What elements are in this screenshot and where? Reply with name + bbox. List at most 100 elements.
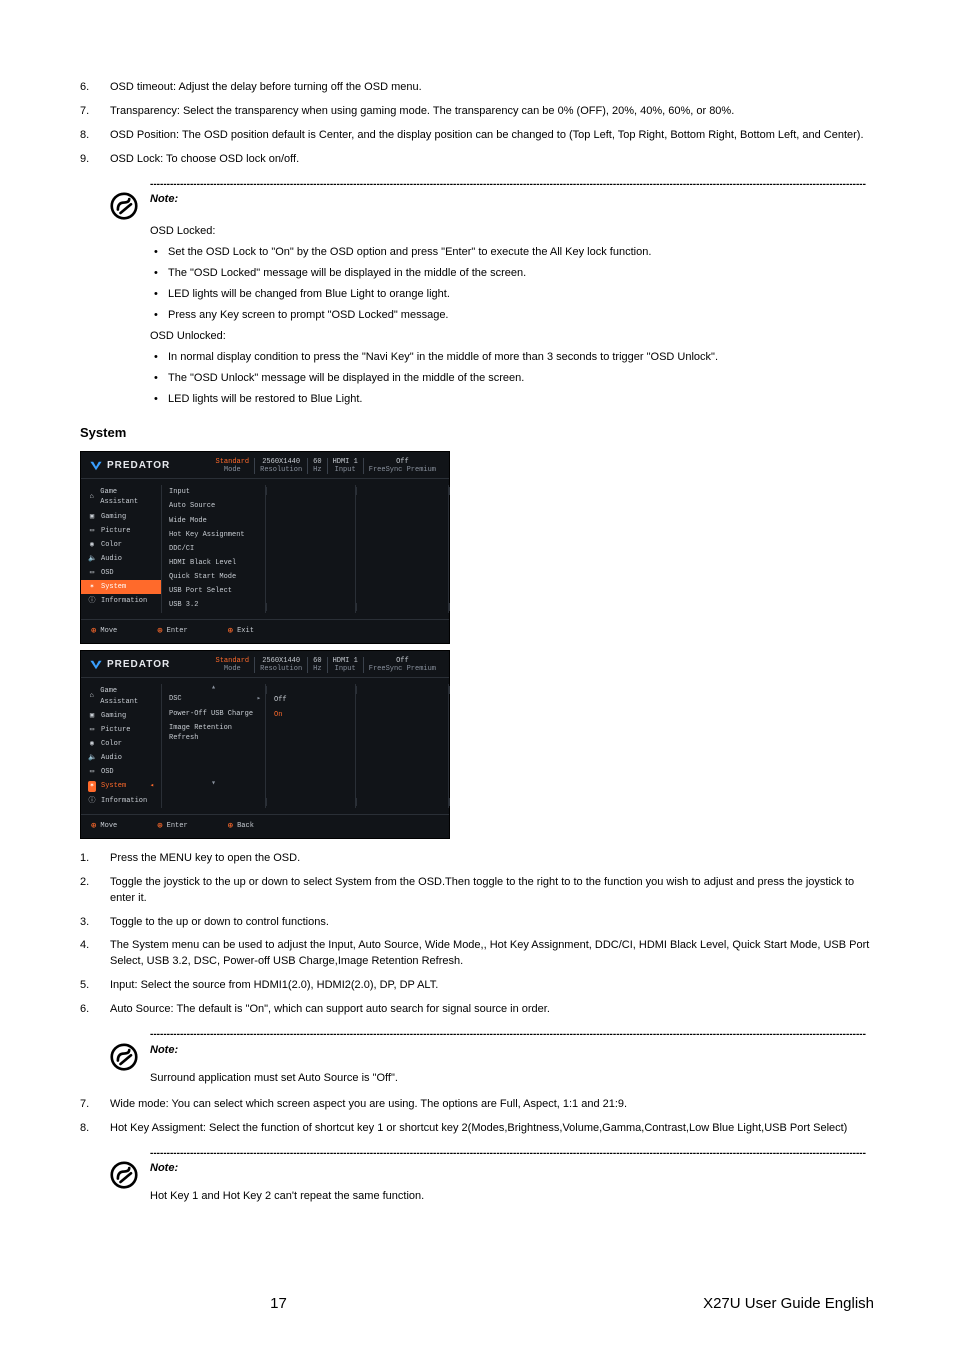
list-text: OSD Position: The OSD position default i… xyxy=(110,128,874,144)
note-block-hotkey: ----------------------------------------… xyxy=(110,1147,874,1205)
osd-nav-item[interactable]: ⓘInformation xyxy=(81,594,161,608)
osd-nav-item[interactable]: ▣Gaming xyxy=(81,709,161,723)
osd-status-bar: StandardMode2560X1440Resolution60HzHDMI … xyxy=(211,657,441,674)
bullet-item: Set the OSD Lock to "On" by the OSD opti… xyxy=(168,245,874,261)
numbered-list-top: 6.OSD timeout: Adjust the delay before t… xyxy=(80,80,874,168)
list-number: 4. xyxy=(80,938,110,970)
note-block-osd-lock: ----------------------------------------… xyxy=(110,178,874,408)
osd-value[interactable]: Off xyxy=(266,693,356,707)
osd-nav-item[interactable]: 🔈Audio xyxy=(81,751,161,765)
nav-label: Game Assistant xyxy=(100,487,154,507)
osd-status-bar: StandardMode2560X1440Resolution60HzHDMI … xyxy=(211,458,441,475)
osd-option[interactable]: DDC/CI xyxy=(161,542,266,556)
nav-label: Color xyxy=(101,739,122,749)
osd-footer-item: ⊕Move xyxy=(91,820,117,833)
osd-nav-item[interactable]: ▭ Picture xyxy=(81,723,161,737)
predator-logo-icon xyxy=(89,658,103,672)
nav-label: Gaming xyxy=(101,512,126,522)
osd-status-item: HDMI 1Input xyxy=(327,458,363,475)
nav-icon: 🔈 xyxy=(88,753,96,763)
osd-option[interactable]: DSC xyxy=(161,692,266,706)
bullet-item: The "OSD Unlock" message will be display… xyxy=(168,371,874,387)
osd-footer-item: ⊕Enter xyxy=(157,820,187,833)
osd-nav-item[interactable]: ◉ Color xyxy=(81,538,161,552)
osd-nav-item[interactable]: ▭OSD xyxy=(81,765,161,779)
nav-label: Picture xyxy=(101,725,130,735)
osd-option[interactable]: Hot Key Assignment xyxy=(161,528,266,542)
osd-option[interactable]: Image Retention Refresh xyxy=(161,721,266,745)
osd-nav-item[interactable]: ⌂Game Assistant xyxy=(81,485,161,509)
numbered-list-bottom: 1.Press the MENU key to open the OSD. 2.T… xyxy=(80,851,874,1019)
note-body: Surround application must set Auto Sourc… xyxy=(150,1071,874,1087)
osd-option[interactable]: Input xyxy=(161,485,266,499)
list-item: 7.Transparency: Select the transparency … xyxy=(80,104,874,120)
list-number: 3. xyxy=(80,915,110,931)
osd-footer-item: ⊕ Back xyxy=(228,820,254,833)
list-number: 6. xyxy=(80,1002,110,1018)
bullet-item: LED lights will be changed from Blue Lig… xyxy=(168,287,874,303)
osd-status-item: HDMI 1Input xyxy=(327,657,363,674)
list-number: 8. xyxy=(80,128,110,144)
list-number: 7. xyxy=(80,1097,110,1113)
osd-status-item: OffFreeSync Premium xyxy=(363,657,441,674)
osd-footer: ⊕Move ⊕Enter ⊕ Back xyxy=(81,814,449,838)
osd-option[interactable]: Power-Off USB Charge xyxy=(161,707,266,721)
list-item: 4.The System menu can be used to adjust … xyxy=(80,938,874,970)
nav-icon: ⓘ xyxy=(88,596,96,606)
nav-label: OSD xyxy=(101,568,114,578)
joystick-icon: ⊕ xyxy=(91,625,96,638)
list-item: 8.Hot Key Assigment: Select the function… xyxy=(80,1121,874,1137)
list-item: 9.OSD Lock: To choose OSD lock on/off. xyxy=(80,152,874,168)
osd-status-item: StandardMode xyxy=(211,657,255,674)
osd-nav-item[interactable]: ▣Gaming xyxy=(81,510,161,524)
osd-status-item: 2560X1440Resolution xyxy=(254,458,307,475)
list-number: 1. xyxy=(80,851,110,867)
osd-status-item: OffFreeSync Premium xyxy=(363,458,441,475)
list-item: 6.Auto Source: The default is "On", whic… xyxy=(80,1002,874,1018)
note-title: Note: xyxy=(150,1161,874,1177)
list-item: 1.Press the MENU key to open the OSD. xyxy=(80,851,874,867)
osd-option[interactable]: Wide Mode xyxy=(161,514,266,528)
osd-option[interactable]: Quick Start Mode xyxy=(161,570,266,584)
joystick-icon: ⊕ xyxy=(228,820,233,833)
footer-label: Enter xyxy=(167,626,188,636)
osd-values-column: OffOn xyxy=(266,678,356,813)
predator-logo-icon xyxy=(89,459,103,473)
osd-options-column: ▴ DSCPower-Off USB ChargeImage Retention… xyxy=(161,678,266,813)
osd-nav-item[interactable]: ⓘInformation xyxy=(81,794,161,808)
nav-icon: ✶ xyxy=(88,781,96,791)
osd-nav-item[interactable]: ▭Picture xyxy=(81,524,161,538)
osd-nav-item[interactable]: 🔈Audio xyxy=(81,552,161,566)
list-item: 2.Toggle the joystick to the up or down … xyxy=(80,875,874,907)
osd-option[interactable]: HDMI Black Level xyxy=(161,556,266,570)
osd-nav-item[interactable]: ▭ OSD xyxy=(81,566,161,580)
divider: ----------------------------------------… xyxy=(150,1147,874,1162)
nav-icon: ⌂ xyxy=(88,691,95,701)
nav-icon: ▭ xyxy=(88,725,96,735)
osd-panel-1: PREDATOR StandardMode2560X1440Resolution… xyxy=(80,451,450,644)
footer-label: Exit xyxy=(237,626,254,636)
list-text: OSD timeout: Adjust the delay before tur… xyxy=(110,80,874,96)
section-heading: System xyxy=(80,424,874,443)
osd-option[interactable]: USB Port Select xyxy=(161,584,266,598)
osd-nav-item[interactable]: ✶System◂ xyxy=(81,779,161,793)
osd-status-item: 2560X1440Resolution xyxy=(254,657,307,674)
osd-footer-item: ⊕Move xyxy=(91,625,117,638)
nav-label: Information xyxy=(101,796,147,806)
nav-label: System xyxy=(101,781,126,791)
osd-option[interactable]: Auto Source xyxy=(161,499,266,513)
nav-label: Color xyxy=(101,540,122,550)
osd-nav-item[interactable]: ✶System xyxy=(81,580,161,594)
nav-label: Game Assistant xyxy=(100,686,154,706)
osd-status-item: 60Hz xyxy=(307,657,326,674)
bullet-item: LED lights will be restored to Blue Ligh… xyxy=(168,392,874,408)
footer-label: Back xyxy=(237,821,254,831)
nav-icon: ▭ xyxy=(88,568,96,578)
nav-icon: ◉ xyxy=(88,540,96,550)
list-text: Wide mode: You can select which screen a… xyxy=(110,1097,874,1113)
osd-nav-item[interactable]: ⌂ Game Assistant xyxy=(81,684,161,708)
osd-value[interactable]: On xyxy=(266,708,356,722)
osd-option[interactable]: USB 3.2 xyxy=(161,598,266,612)
osd-nav-item[interactable]: ◉Color xyxy=(81,737,161,751)
list-item: 8.OSD Position: The OSD position default… xyxy=(80,128,874,144)
